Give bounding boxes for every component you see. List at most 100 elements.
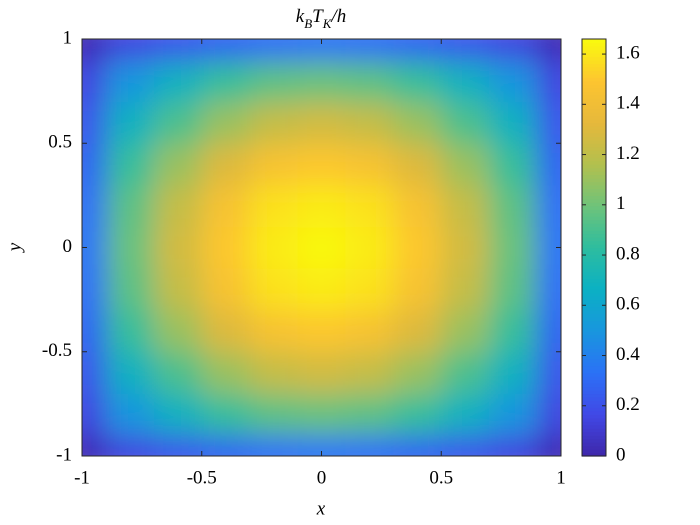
heatmap-cell [393,39,442,61]
y-tick-label: 0.5 [48,132,72,153]
colorbar-segment [582,233,606,238]
colorbar-segment [582,400,606,405]
heatmap-cell [153,184,203,228]
y-tick-label: 0 [63,236,73,257]
colorbar-segment [582,87,606,92]
colorbar-segment [582,146,606,151]
heatmap-cell [249,101,299,144]
heatmap-cell [297,59,346,103]
heatmap-cell [537,351,561,394]
colorbar-segment [582,39,606,44]
heatmap-cell [537,393,561,436]
heatmap-cell [153,226,203,269]
title-part: B [304,16,312,31]
colorbar-segment [582,313,606,318]
heatmap-cell [489,268,538,311]
colorbar-segment [582,435,606,440]
heatmap-cell [201,184,251,228]
heatmap-cell [441,184,490,228]
heatmap-cell [297,101,346,144]
heatmap-cell [297,310,346,353]
y-tick-label: -0.5 [42,340,72,361]
heatmap-cell [105,143,155,186]
colorbar-segment [582,52,606,57]
colorbar-segment [582,45,606,51]
heatmap-cell [489,393,538,436]
x-tick-label: 0.5 [429,467,453,488]
heatmap-cell [345,310,394,353]
colorbar-tick-label: 0.4 [616,344,640,365]
heatmap-cell [105,59,155,103]
heatmap-cell [82,59,107,103]
heatmap-cell [393,226,442,269]
colorbar-segment [582,379,606,384]
colorbar-segment [582,396,606,401]
colorbar-segment [582,181,606,186]
colorbar-segment [582,160,606,165]
chart-title: kBTK/h [296,6,346,31]
colorbar-tick-label: 0.2 [616,394,640,415]
colorbar-segment [582,428,606,433]
heatmap-cell [249,143,299,186]
colorbar-box [581,38,607,457]
heatmap-cell [201,39,251,61]
heatmap-cell [345,268,394,311]
colorbar-segment [582,341,606,346]
heatmap-cell [441,435,490,456]
colorbar-segment [582,167,606,172]
colorbar-segment [582,250,606,256]
heatmap-cell [297,39,346,61]
colorbar-segment [582,115,606,120]
colorbar-segment [582,84,606,89]
colorbar-segment [582,136,606,141]
heatmap-cell [489,435,538,456]
colorbar-segment [582,431,606,436]
colorbar-segment [582,292,606,297]
heatmap-cell [489,226,538,269]
colorbar-segment [582,334,606,339]
heatmap-cell [105,351,155,394]
colorbar-segment [582,282,606,287]
colorbar-tick-label: 1.2 [616,143,640,164]
heatmap-cell [441,101,490,144]
colorbar-segment [582,244,606,249]
colorbar-segment [582,275,606,280]
colorbar-tick-label: 1 [616,193,626,214]
colorbar-segment [582,132,606,137]
colorbar-segment [582,386,606,391]
heatmap-cell [441,39,490,61]
heatmap-cell [441,59,490,103]
colorbar-segment [582,285,606,290]
heatmap-cell [537,310,561,353]
colorbar-segment [582,139,606,144]
heatmap-cell [537,59,561,103]
colorbar-segment [582,323,606,329]
heatmap-cell [393,351,442,394]
heatmap-cell [297,226,346,269]
colorbar-segment [582,219,606,224]
heatmap-cell [489,184,538,228]
colorbar-segment [582,417,606,422]
colorbar-segment [582,351,606,356]
colorbar-segment [582,317,606,322]
heatmap-cell [489,351,538,394]
heatmap-cell [345,101,394,144]
colorbar-segment [582,226,606,231]
heatmap-cell [441,310,490,353]
heatmap-cell [441,268,490,311]
colorbar-segment [582,268,606,273]
y-axis-label: y [4,242,25,253]
colorbar-segment [582,70,606,75]
colorbar-segment [582,365,606,370]
x-tick-label: -0.5 [187,467,217,488]
colorbar-segment [582,150,606,155]
heatmap-cell [201,226,251,269]
colorbar-segment [582,445,606,450]
colorbar-segment [582,421,606,426]
heatmap-cell [297,393,346,436]
colorbar-segment [582,306,606,311]
colorbar-segment [582,230,606,235]
heatmap-cell [345,351,394,394]
colorbar-segment [582,105,606,110]
heatmap-cell [393,393,442,436]
